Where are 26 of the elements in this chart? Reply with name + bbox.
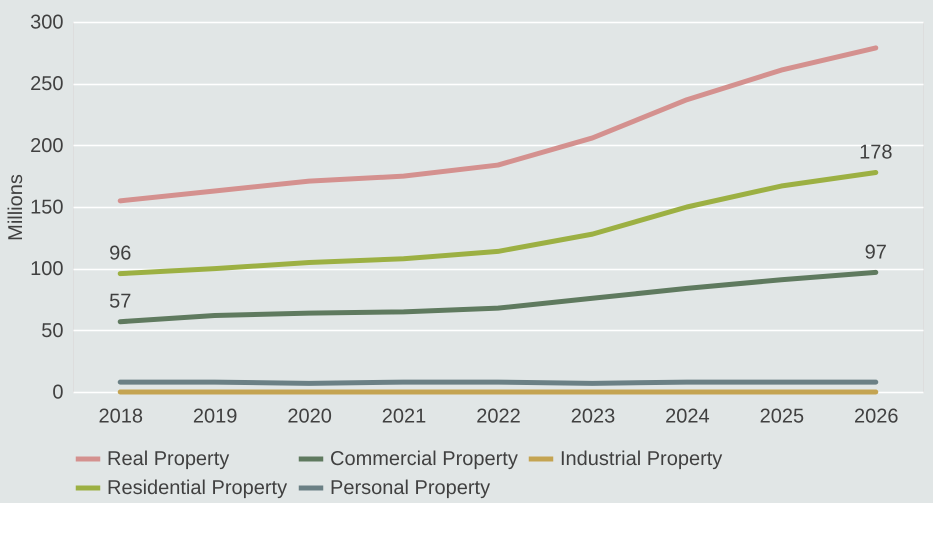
y-tick-label: 300: [30, 12, 64, 34]
x-tick-label: 2022: [476, 406, 521, 428]
y-tick-label: 0: [52, 382, 64, 404]
x-tick-label: 2020: [287, 406, 332, 428]
legend-label: Real Property: [107, 448, 230, 470]
y-axis-title: Millions: [5, 174, 28, 241]
x-tick-label: 2023: [570, 406, 616, 428]
y-tick-label: 200: [30, 134, 64, 157]
x-tick-label: 2018: [98, 406, 143, 428]
legend-label: Industrial Property: [560, 448, 722, 470]
legend-label: Personal Property: [330, 477, 490, 499]
data-label: 96: [109, 242, 132, 265]
y-tick-label: 100: [30, 258, 64, 280]
x-tick-label: 2026: [854, 406, 899, 428]
legend-label: Residential Property: [107, 477, 288, 499]
data-label: 97: [864, 241, 887, 264]
y-tick-label: 150: [30, 196, 64, 218]
data-label: 178: [859, 141, 892, 164]
y-tick-label: 250: [30, 73, 64, 96]
x-tick-label: 2024: [665, 406, 710, 428]
x-tick-label: 2019: [192, 406, 238, 428]
x-tick-label: 2025: [760, 406, 804, 428]
data-label: 57: [109, 290, 132, 313]
legend-label: Commercial Property: [330, 448, 518, 470]
x-tick-label: 2021: [382, 406, 426, 428]
y-tick-label: 50: [41, 320, 64, 342]
